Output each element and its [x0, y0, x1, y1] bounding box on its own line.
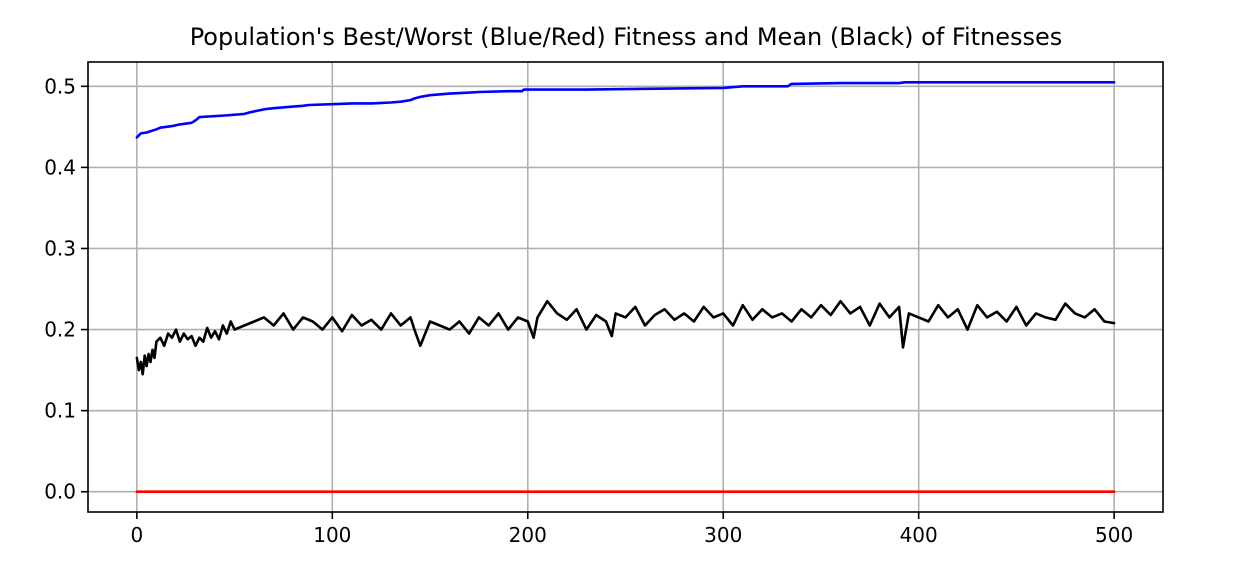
x-tick-label: 400 — [900, 523, 938, 547]
y-tick-label: 0.0 — [44, 480, 76, 504]
chart-title: Population's Best/Worst (Blue/Red) Fitne… — [190, 23, 1063, 51]
y-tick-label: 0.1 — [44, 399, 76, 423]
x-tick-label: 200 — [509, 523, 547, 547]
mean-fitness-line — [135, 299, 1116, 376]
x-tick-label: 500 — [1095, 523, 1133, 547]
y-tick-label: 0.2 — [44, 318, 76, 342]
x-tick-label: 100 — [313, 523, 351, 547]
y-tick-label: 0.5 — [44, 74, 76, 98]
x-tick-label: 0 — [130, 523, 143, 547]
grid-lines — [88, 62, 1163, 512]
data-series — [135, 81, 1116, 494]
y-tick-label: 0.3 — [44, 236, 76, 260]
x-tick-label: 300 — [704, 523, 742, 547]
axis-ticks: 0 100 200 300 400 500 0.0 0.1 0.2 0.3 0.4 0.5 — [44, 74, 1133, 547]
best-fitness-line — [135, 81, 1116, 139]
plot-frame — [87, 61, 1164, 513]
y-tick-label: 0.4 — [44, 155, 76, 179]
